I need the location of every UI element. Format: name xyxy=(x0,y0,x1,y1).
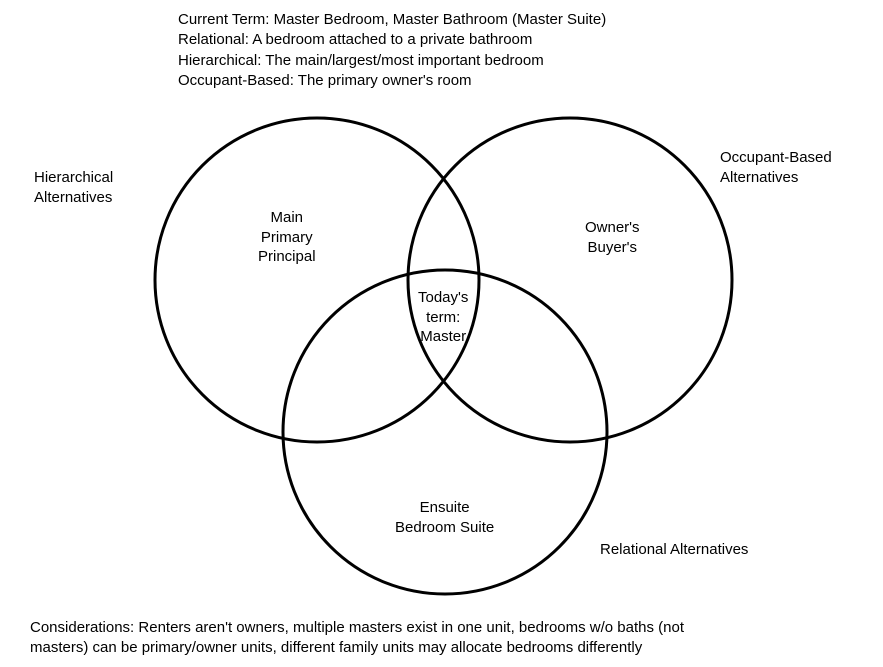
region-hierarchical-only: Main Primary Principal xyxy=(258,208,316,267)
footer-line-1: Considerations: Renters aren't owners, m… xyxy=(30,618,853,638)
circle-hierarchical xyxy=(155,118,479,442)
region-relational-only: Ensuite Bedroom Suite xyxy=(395,498,494,537)
region-center: Today's term: Master xyxy=(418,288,468,347)
outer-label-hierarchical: Hierarchical Alternatives xyxy=(34,168,113,207)
footer-considerations: Considerations: Renters aren't owners, m… xyxy=(30,618,853,659)
circle-occupant xyxy=(408,118,732,442)
outer-label-relational: Relational Alternatives xyxy=(600,540,748,560)
region-occupant-only: Owner's Buyer's xyxy=(585,218,640,257)
footer-line-2: masters) can be primary/owner units, dif… xyxy=(30,638,853,658)
outer-label-occupant: Occupant-Based Alternatives xyxy=(720,148,832,187)
venn-diagram-canvas: Current Term: Master Bedroom, Master Bat… xyxy=(0,0,883,667)
